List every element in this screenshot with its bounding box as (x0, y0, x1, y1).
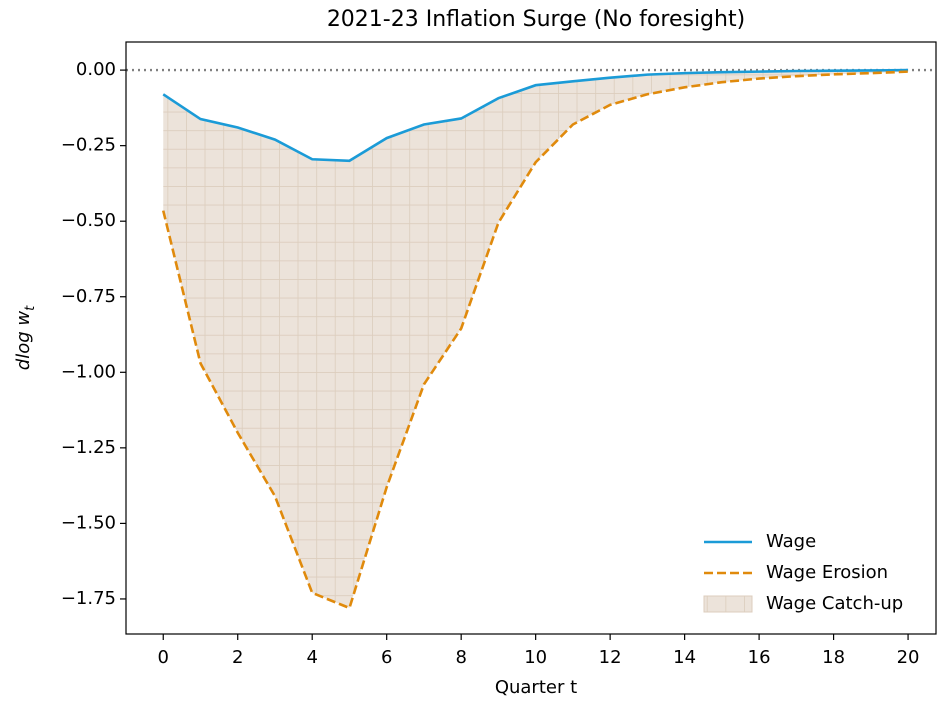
y-tick-label: −1.25 (61, 437, 116, 458)
legend-label: Wage Erosion (766, 562, 888, 583)
x-axis-label: Quarter t (495, 677, 577, 698)
y-tick-label: −1.75 (61, 588, 116, 609)
x-tick-label: 14 (673, 647, 696, 668)
x-tick-label: 2 (232, 647, 243, 668)
x-tick-label: 20 (897, 647, 920, 668)
y-axis-label: dlog wt (13, 305, 38, 370)
x-tick-label: 16 (748, 647, 771, 668)
chart-title: 2021-23 Inflation Surge (No foresight) (327, 7, 745, 32)
y-tick-label: −1.00 (61, 361, 116, 382)
y-label-main: dlog w (13, 311, 34, 371)
catch-up-area (163, 70, 909, 609)
legend-label: Wage Catch-up (766, 593, 903, 614)
x-tick-label: 8 (455, 647, 466, 668)
x-tick-label: 18 (822, 647, 845, 668)
series-line (161, 70, 909, 610)
y-tick-label: −0.75 (61, 286, 116, 307)
x-tick-label: 6 (381, 647, 392, 668)
x-tick-label: 4 (306, 647, 317, 668)
legend-label: Wage (766, 531, 816, 552)
series-line (162, 68, 909, 163)
legend-swatch (703, 595, 753, 613)
y-label-sub: t (23, 305, 38, 311)
plot-frame (125, 41, 937, 635)
x-tick-label: 12 (599, 647, 622, 668)
y-tick-label: 0.00 (76, 59, 116, 80)
y-tick-label: −0.50 (61, 210, 116, 231)
x-tick-label: 10 (524, 647, 547, 668)
y-tick-label: −0.25 (61, 135, 116, 156)
y-tick-label: −1.50 (61, 512, 116, 533)
x-tick-label: 0 (158, 647, 169, 668)
